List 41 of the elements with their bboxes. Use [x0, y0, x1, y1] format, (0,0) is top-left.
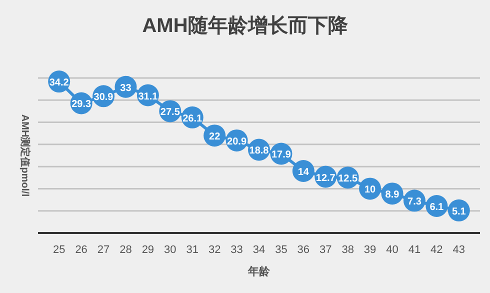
x-tick-label: 42: [430, 244, 443, 256]
x-tick-label: 30: [164, 244, 176, 256]
data-label: 34.2: [49, 78, 70, 89]
data-label: 29.3: [72, 99, 92, 110]
data-label: 17.9: [271, 150, 292, 161]
x-tick-label: 33: [230, 244, 243, 256]
data-label: 33: [120, 82, 132, 94]
x-tick-label: 27: [97, 244, 110, 256]
x-tick-label: 29: [142, 244, 154, 256]
data-label: 6.1: [430, 202, 444, 213]
x-tick-label: 36: [297, 244, 310, 256]
data-label: 22: [209, 132, 221, 143]
data-label: 26.1: [182, 113, 203, 124]
data-label: 27.5: [160, 107, 180, 118]
data-label: 8.9: [385, 190, 400, 201]
data-label: 5.1: [452, 206, 466, 218]
data-label: 31.1: [138, 91, 158, 102]
data-label: 12.7: [316, 172, 336, 184]
x-tick-label: 25: [52, 244, 66, 256]
x-tick-label: 32: [208, 244, 221, 256]
data-label: 12.5: [338, 174, 358, 185]
x-tick-label: 34: [252, 244, 266, 256]
data-label: 7.3: [408, 196, 422, 208]
x-tick-label: 43: [452, 244, 466, 256]
x-tick-label: 26: [75, 244, 88, 256]
x-tick-label: 40: [386, 244, 398, 256]
x-tick-label: 31: [186, 244, 198, 256]
x-tick-label: 28: [120, 244, 132, 256]
data-label: 20.9: [227, 136, 247, 148]
y-axis-title: AMH测定值pmol/l: [19, 114, 31, 197]
x-tick-label: 39: [364, 244, 376, 256]
data-label: 10: [364, 184, 376, 196]
chart-title: AMH随年龄增长而下降: [142, 15, 349, 37]
x-tick-label: 38: [342, 244, 354, 256]
data-label: 14: [298, 167, 310, 178]
data-label: 30.9: [94, 92, 114, 104]
x-tick-label: 37: [320, 244, 332, 256]
data-label: 18.8: [249, 146, 270, 157]
x-axis-title: 年龄: [247, 265, 271, 278]
x-tick-label: 35: [275, 244, 288, 256]
x-tick-label: 41: [408, 244, 421, 256]
